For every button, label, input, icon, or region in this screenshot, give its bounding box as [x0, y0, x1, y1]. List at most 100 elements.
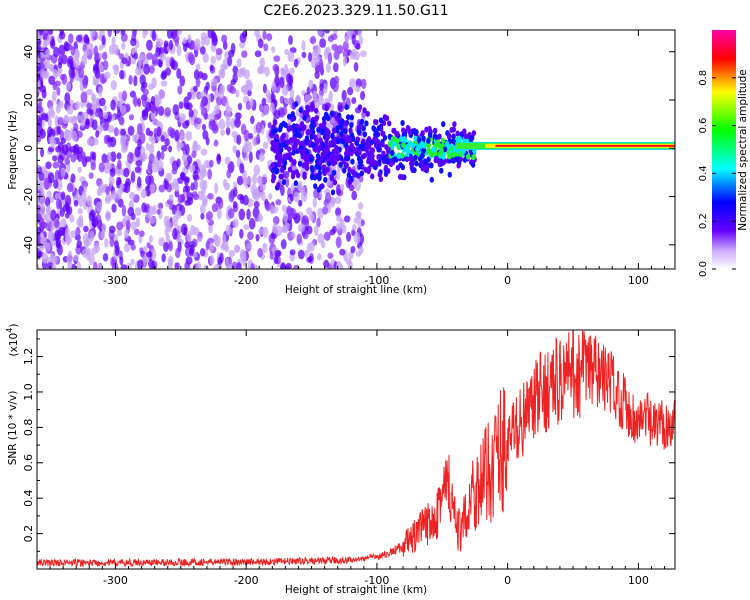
noise-mark [37, 234, 42, 247]
noise-mark [172, 34, 180, 43]
signal-mark [310, 118, 315, 125]
noise-mark [48, 105, 54, 116]
signal-mark [340, 138, 345, 145]
noise-mark [107, 125, 115, 133]
noise-mark [209, 254, 215, 266]
noise-mark [147, 160, 153, 173]
noise-mark [351, 190, 358, 201]
noise-mark [88, 253, 95, 265]
signal-mark [390, 141, 396, 148]
signal-mark [421, 148, 426, 155]
signal-mark [305, 129, 310, 136]
noise-mark [206, 211, 213, 221]
noise-mark [102, 122, 109, 131]
signal-mark [373, 160, 378, 167]
noise-mark [354, 179, 361, 191]
noise-mark [128, 114, 135, 121]
signal-mark [358, 143, 363, 150]
noise-mark [137, 67, 144, 76]
noise-mark [336, 214, 342, 222]
noise-mark [80, 154, 86, 164]
signal-mark [444, 140, 450, 147]
noise-mark [214, 182, 219, 195]
noise-mark [92, 65, 100, 75]
noise-mark [257, 175, 263, 186]
noise-mark [38, 203, 46, 215]
noise-mark [347, 260, 353, 269]
noise-mark [80, 91, 88, 103]
noise-mark [141, 97, 148, 108]
noise-mark [52, 68, 58, 80]
snr-x-tick-label: -300 [103, 574, 128, 587]
noise-mark [66, 105, 74, 115]
signal-mark [328, 141, 333, 148]
noise-mark [274, 249, 282, 257]
noise-mark [54, 192, 61, 201]
signal-mark [426, 147, 432, 154]
noise-mark [304, 93, 312, 102]
noise-mark [133, 52, 138, 60]
noise-mark [51, 91, 57, 102]
snr-y-tick-label: 0.4 [22, 489, 35, 507]
signal-mark [380, 130, 385, 137]
noise-mark [247, 231, 254, 241]
noise-mark [270, 232, 276, 240]
noise-mark [54, 115, 60, 128]
noise-mark [334, 196, 342, 205]
noise-mark [192, 193, 200, 201]
noise-mark [64, 194, 72, 207]
signal-mark [293, 127, 298, 134]
noise-mark [47, 117, 52, 129]
noise-mark [134, 146, 141, 158]
noise-mark [94, 110, 102, 118]
noise-mark [284, 177, 290, 188]
signal-mark [329, 175, 335, 182]
noise-mark [152, 161, 159, 173]
noise-mark [300, 191, 308, 203]
noise-mark [319, 38, 327, 49]
noise-mark [152, 204, 157, 216]
noise-mark [208, 242, 214, 253]
signal-mark [270, 129, 276, 136]
signal-mark [395, 137, 400, 144]
signal-mark [321, 164, 327, 171]
signal-mark [287, 151, 292, 158]
noise-mark [116, 228, 123, 237]
noise-mark [312, 197, 317, 208]
noise-mark [47, 230, 54, 241]
noise-mark [57, 116, 64, 126]
noise-mark [45, 48, 51, 58]
noise-mark [168, 145, 173, 153]
noise-mark [43, 177, 50, 190]
noise-mark [347, 86, 354, 96]
noise-mark [218, 118, 226, 130]
noise-mark [225, 117, 231, 129]
noise-mark [265, 201, 271, 212]
noise-mark [275, 225, 283, 237]
noise-mark [317, 207, 324, 219]
noise-mark [148, 65, 155, 74]
noise-mark [342, 55, 347, 67]
noise-mark [259, 57, 266, 68]
noise-mark [141, 202, 147, 213]
noise-mark [177, 142, 184, 149]
noise-mark [230, 79, 236, 86]
signal-mark [395, 130, 400, 137]
noise-mark [351, 97, 357, 105]
noise-mark [179, 75, 186, 87]
noise-mark [55, 198, 61, 210]
noise-mark [98, 85, 103, 98]
signal-mark [377, 171, 382, 178]
signal-mark [471, 130, 477, 137]
signal-mark [361, 125, 367, 132]
signal-mark [298, 144, 303, 151]
noise-mark [323, 47, 329, 60]
noise-mark [37, 72, 41, 82]
colorbar-label: Normalized spectral amplitude [737, 69, 749, 230]
signal-mark [359, 118, 365, 125]
signal-mark [399, 136, 404, 143]
noise-mark [195, 77, 201, 88]
noise-mark [325, 192, 332, 204]
noise-mark [324, 30, 331, 34]
snr-scale-label: (x104) [5, 324, 20, 357]
